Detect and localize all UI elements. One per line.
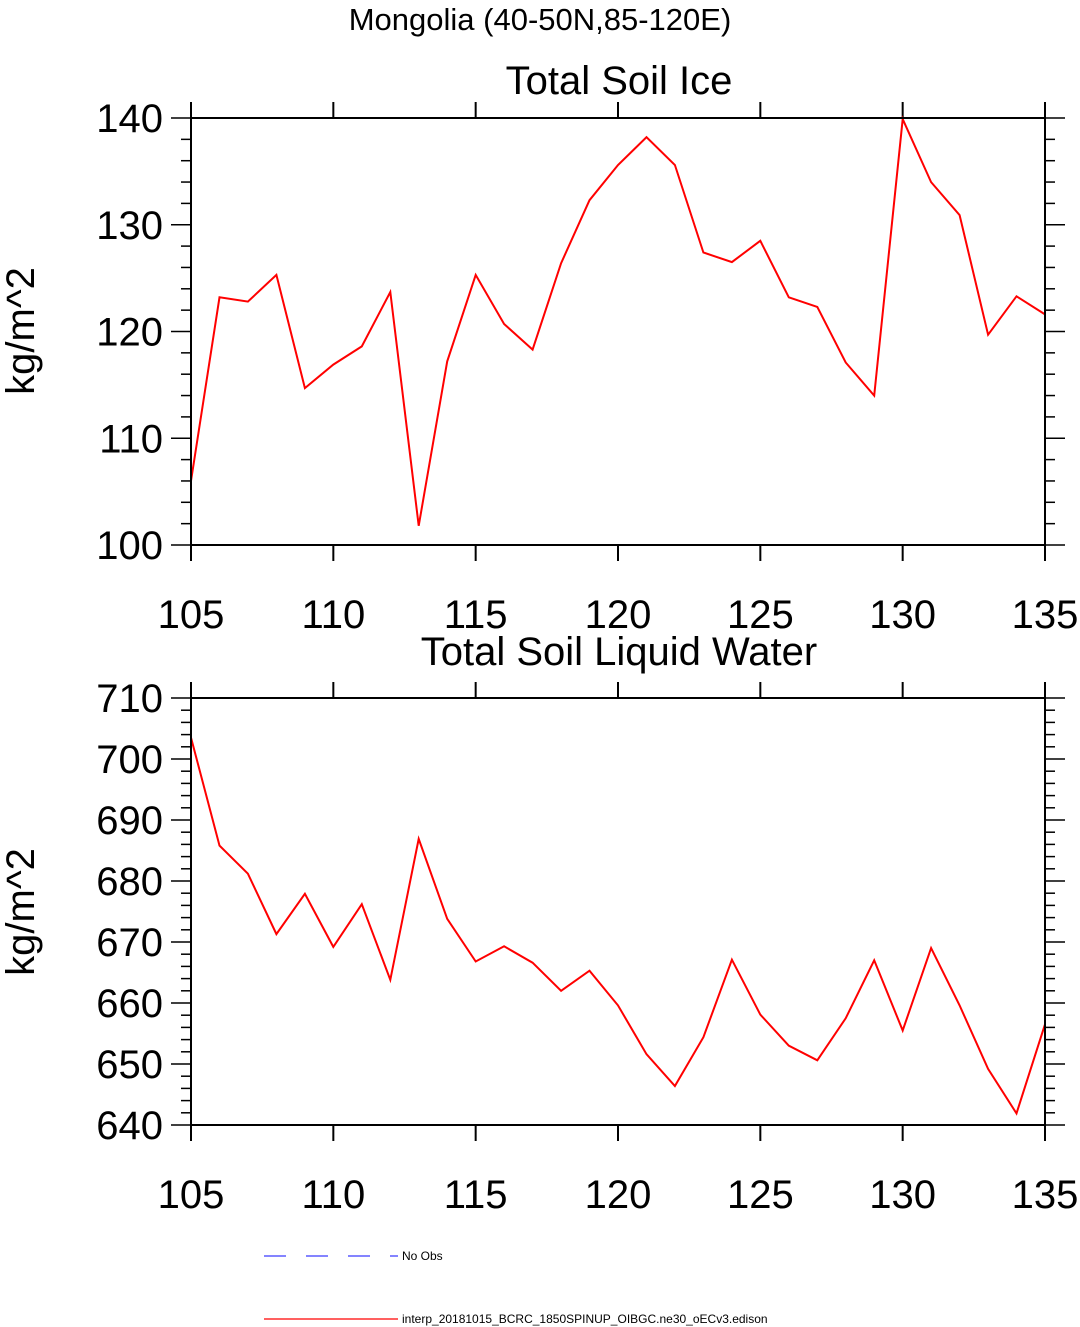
legend-label: interp_20181015_BCRC_1850SPINUP_OIBGC.ne… [402, 1312, 768, 1326]
plot-frame [190, 117, 1046, 546]
y-tick-label: 110 [99, 417, 163, 461]
x-tick-label: 105 [158, 1173, 225, 1217]
y-tick-label: 640 [96, 1104, 163, 1148]
panel-soil-liquid-water: Total Soil Liquid Water kg/m^2 105 110 115… [0, 630, 1078, 1217]
legend: No Obs interp_20181015_BCRC_1850SPINUP_O… [264, 1249, 768, 1326]
legend-item-no-obs: No Obs [264, 1249, 443, 1263]
x-tick-label: 105 [158, 593, 225, 637]
x-tick-label: 110 [301, 593, 365, 637]
x-tick-label: 135 [1012, 593, 1079, 637]
legend-item-model-run: interp_20181015_BCRC_1850SPINUP_OIBGC.ne… [264, 1312, 768, 1326]
x-tick-label: 115 [444, 593, 508, 637]
series-group [190, 115, 1046, 526]
tick-labels: 105 110 115 120 125 130 135 640 650 660 670 680 690 7… [96, 677, 1078, 1217]
x-tick-label: 125 [727, 593, 794, 637]
panel-title: Total Soil Ice [506, 59, 733, 103]
series-group [190, 737, 1046, 1116]
y-tick-label: 700 [96, 738, 163, 782]
panel-soil-ice: Total Soil Ice kg/m^2 105 110 115 120 125 130… [0, 59, 1078, 637]
y-tick-label: 670 [96, 921, 163, 965]
tick-labels: 105 110 115 120 125 130 135 100 110 120 130 140 [96, 97, 1078, 637]
x-tick-label: 120 [585, 593, 652, 637]
y-tick-label: 130 [96, 204, 163, 248]
x-tick-label: 135 [1012, 1173, 1079, 1217]
y-tick-label: 710 [96, 677, 163, 721]
x-tick-label: 130 [869, 593, 936, 637]
ticks [171, 102, 1065, 561]
panel-title: Total Soil Liquid Water [421, 630, 817, 674]
y-tick-label: 120 [96, 311, 163, 355]
y-tick-label: 680 [96, 860, 163, 904]
x-tick-label: 125 [727, 1173, 794, 1217]
legend-label: No Obs [402, 1249, 443, 1263]
y-tick-label: 650 [96, 1043, 163, 1087]
series-line [190, 737, 1046, 1116]
x-tick-label: 115 [444, 1173, 508, 1217]
y-tick-label: 100 [96, 524, 163, 568]
plot-frame [190, 697, 1046, 1126]
x-tick-label: 110 [301, 1173, 365, 1217]
x-tick-label: 130 [869, 1173, 936, 1217]
y-tick-label: 140 [96, 97, 163, 141]
y-axis-label: kg/m^2 [0, 267, 43, 395]
series-line [190, 115, 1046, 526]
y-tick-label: 660 [96, 982, 163, 1026]
y-tick-label: 690 [96, 799, 163, 843]
figure-title: Mongolia (40-50N,85-120E) [349, 2, 732, 37]
y-axis-label: kg/m^2 [0, 848, 43, 976]
x-tick-label: 120 [585, 1173, 652, 1217]
ticks [171, 682, 1065, 1141]
